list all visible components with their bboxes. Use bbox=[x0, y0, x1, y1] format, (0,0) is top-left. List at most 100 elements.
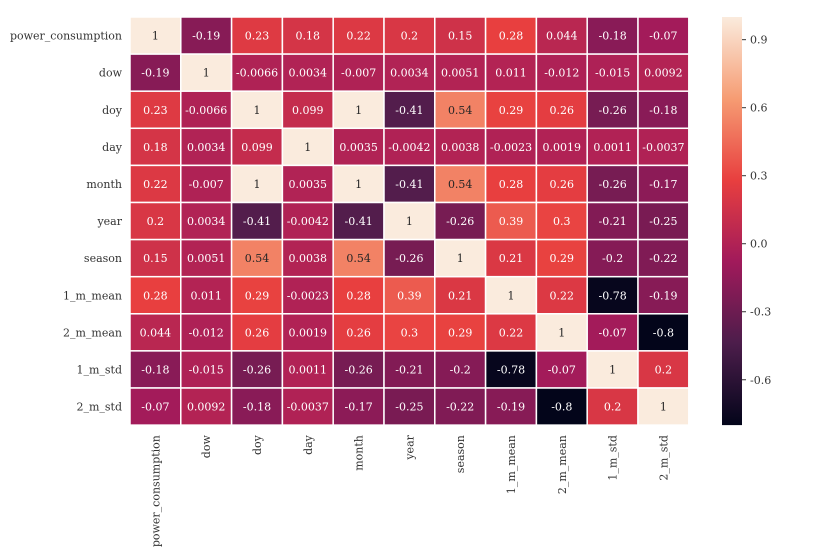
heatmap-cell bbox=[129, 164, 182, 204]
cell-value-label: 0.28 bbox=[346, 289, 371, 302]
heatmap-cell bbox=[434, 313, 487, 352]
cell-value-label: 1 bbox=[355, 178, 362, 191]
heatmap-cell bbox=[129, 201, 182, 241]
cell-value-label: -0.07 bbox=[598, 326, 626, 339]
heatmap-cell bbox=[332, 387, 385, 426]
heatmap-cell bbox=[230, 350, 284, 389]
cell-value-label: 0.011 bbox=[190, 289, 222, 302]
heatmap-cell bbox=[535, 350, 588, 389]
heatmap-cell bbox=[637, 201, 690, 241]
heatmap-cell bbox=[637, 350, 690, 389]
cell-value-label: 0.22 bbox=[346, 30, 371, 43]
heatmap-cell bbox=[586, 164, 639, 204]
cell-value-label: 0.0051 bbox=[441, 67, 480, 80]
cell-value-label: 0.26 bbox=[245, 326, 270, 339]
cell-value-label: 0.21 bbox=[499, 252, 524, 265]
heatmap-cell bbox=[586, 313, 639, 352]
cell-value-label: 0.044 bbox=[546, 30, 578, 43]
cell-value-label: -0.07 bbox=[649, 30, 677, 43]
cell-value-label: -0.19 bbox=[649, 289, 677, 302]
row-label: 2_m_mean bbox=[63, 326, 122, 339]
column-label: month bbox=[353, 435, 366, 471]
cell-value-label: 0.23 bbox=[245, 30, 270, 43]
cell-value-label: -0.26 bbox=[598, 178, 626, 191]
cell-value-label: 0.21 bbox=[448, 289, 473, 302]
cell-value-label: 0.011 bbox=[495, 67, 527, 80]
heatmap-cell bbox=[230, 53, 284, 92]
cell-value-label: 0.29 bbox=[448, 326, 473, 339]
cell-value-label: -0.07 bbox=[548, 363, 576, 376]
cell-value-label: -0.41 bbox=[395, 178, 423, 191]
colorbar-tick-label: -0.6 bbox=[750, 374, 771, 387]
heatmap-cell bbox=[535, 164, 588, 204]
cell-value-label: 0.0051 bbox=[187, 252, 226, 265]
heatmap-cell bbox=[383, 238, 436, 278]
cell-value-label: 0.0035 bbox=[339, 141, 378, 154]
cell-value-label: -0.015 bbox=[595, 67, 630, 80]
cell-value-label: -0.2 bbox=[602, 252, 623, 265]
row-label: 2_m_std bbox=[76, 401, 122, 414]
cell-value-label: -0.25 bbox=[395, 401, 423, 414]
heatmap-cell bbox=[535, 201, 588, 241]
heatmap-cell bbox=[484, 275, 538, 315]
heatmap-cell bbox=[332, 53, 385, 92]
heatmap-cell bbox=[129, 90, 182, 130]
heatmap-cell bbox=[586, 53, 639, 92]
cell-value-label: -0.015 bbox=[189, 363, 224, 376]
cell-value-label: 0.099 bbox=[292, 104, 324, 117]
cell-value-label: 0.22 bbox=[143, 178, 168, 191]
heatmap-cell bbox=[383, 387, 436, 426]
heatmap-cell bbox=[230, 127, 284, 167]
cell-value-label: 0.3 bbox=[401, 326, 419, 339]
cell-value-label: 0.23 bbox=[143, 104, 168, 117]
cell-value-label: -0.26 bbox=[446, 215, 474, 228]
cell-value-label: 0.0038 bbox=[441, 141, 480, 154]
cell-value-label: -0.17 bbox=[649, 178, 677, 191]
cell-value-label: 0.0034 bbox=[187, 215, 226, 228]
heatmap-cell bbox=[383, 164, 436, 204]
heatmap-cell bbox=[535, 127, 588, 167]
cell-value-label: 1 bbox=[254, 104, 261, 117]
cell-value-label: -0.19 bbox=[497, 401, 525, 414]
heatmap-cell bbox=[332, 275, 385, 315]
heatmap-cell bbox=[484, 16, 538, 55]
cell-value-label: 0.26 bbox=[550, 104, 575, 117]
heatmap-cell bbox=[281, 164, 334, 204]
cell-value-label: -0.22 bbox=[649, 252, 677, 265]
cell-value-label: 0.29 bbox=[499, 104, 524, 117]
cell-value-label: 0.28 bbox=[499, 178, 524, 191]
heatmap-cell bbox=[281, 350, 334, 389]
cell-value-label: 0.0011 bbox=[289, 363, 328, 376]
cell-value-label: -0.8 bbox=[653, 326, 674, 339]
cell-value-label: -0.2 bbox=[450, 363, 471, 376]
cell-value-label: -0.41 bbox=[395, 104, 423, 117]
heatmap-cell bbox=[535, 313, 588, 352]
column-label: season bbox=[454, 435, 467, 473]
heatmap-cell bbox=[637, 164, 690, 204]
cell-value-label: 0.54 bbox=[448, 178, 473, 191]
cell-value-label: 1 bbox=[457, 252, 464, 265]
row-label: season bbox=[84, 252, 122, 265]
heatmap-cell bbox=[637, 275, 690, 315]
cell-value-label: 0.0019 bbox=[289, 326, 328, 339]
cell-value-label: -0.26 bbox=[598, 104, 626, 117]
cell-value-label: 0.28 bbox=[499, 30, 524, 43]
cell-value-label: 0.2 bbox=[604, 401, 622, 414]
cell-value-label: -0.22 bbox=[446, 401, 474, 414]
cell-value-label: 0.0092 bbox=[644, 67, 683, 80]
cell-value-label: 0.15 bbox=[143, 252, 168, 265]
cell-value-label: -0.26 bbox=[344, 363, 372, 376]
heatmap-cell bbox=[129, 313, 182, 352]
heatmap-cell bbox=[637, 313, 690, 352]
cell-value-label: 1 bbox=[304, 141, 311, 154]
heatmap-cell bbox=[586, 16, 639, 55]
cell-value-label: -0.0037 bbox=[642, 141, 684, 154]
heatmap-cell bbox=[129, 16, 182, 55]
cell-value-label: 1 bbox=[558, 326, 565, 339]
colorbar-tick-label: 0.6 bbox=[750, 102, 768, 115]
cell-value-label: 1 bbox=[609, 363, 616, 376]
column-label: 1_m_std bbox=[607, 435, 620, 481]
cell-value-label: 0.26 bbox=[550, 178, 575, 191]
heatmap-cell bbox=[281, 275, 334, 315]
heatmap-cell bbox=[180, 275, 233, 315]
